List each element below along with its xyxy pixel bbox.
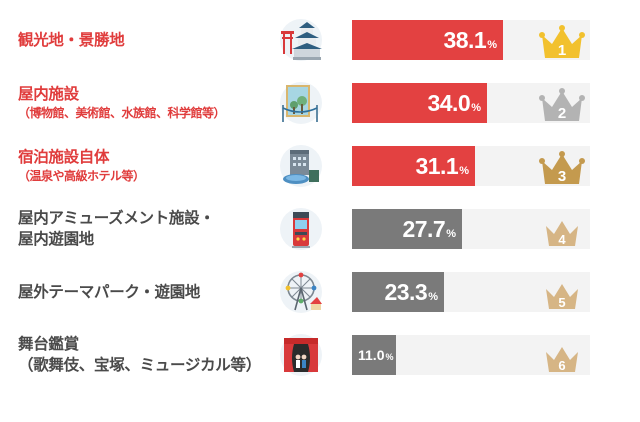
rank-crown: 1 [536, 22, 588, 60]
category-label: 屋内施設 （博物館、美術館、水族館、科学館等） [18, 71, 280, 135]
bar-track: 34.0% [352, 83, 590, 123]
bar [352, 335, 396, 375]
crown-icon: 5 [546, 284, 578, 310]
chart-row: 屋内アミューズメント施設・ 屋内遊園地 27.7% 4 [0, 197, 640, 261]
crown-icon: 3 [539, 151, 585, 185]
museum-painting-icon [279, 81, 323, 125]
svg-text:5: 5 [558, 295, 565, 310]
category-label: 屋外テーマパーク・遊園地 [18, 260, 280, 324]
svg-text:1: 1 [558, 42, 566, 59]
chart-row: 屋内施設 （博物館、美術館、水族館、科学館等） 34.0% 2 [0, 71, 640, 135]
category-label: 観光地・景勝地 [18, 8, 280, 72]
svg-text:4: 4 [558, 232, 566, 247]
chart-row: 舞台鑑賞 （歌舞伎、宝塚、ミュージカル等） 11.0% 6 [0, 323, 640, 387]
category-label-main: 舞台鑑賞 [18, 335, 79, 353]
crown-icon: 2 [539, 88, 585, 122]
category-label-sub: （博物館、美術館、水族館、科学館等） [18, 106, 226, 120]
rank-crown: 2 [536, 85, 588, 123]
category-label-main: 屋外テーマパーク・遊園地 [18, 282, 201, 301]
svg-text:2: 2 [558, 105, 566, 122]
category-label-sub: 屋内遊園地 [18, 230, 95, 248]
value-label: 27.7% [402, 216, 456, 242]
value-label: 34.0% [427, 90, 481, 116]
bar-track: 27.7% [352, 209, 590, 249]
theater-stage-icon [279, 333, 323, 377]
bar [352, 83, 487, 123]
hotel-onsen-icon [279, 144, 323, 188]
category-label-main: 宿泊施設自体 [18, 148, 110, 166]
arcade-machine-icon [279, 207, 323, 251]
ferris-wheel-icon [279, 270, 323, 314]
category-label-main: 屋内アミューズメント施設・ [18, 209, 215, 227]
chart-row: 宿泊施設自体 （温泉や高級ホテル等） 31.1% 3 [0, 134, 640, 198]
svg-text:3: 3 [558, 168, 566, 185]
chart-row: 屋外テーマパーク・遊園地 23.3% 5 [0, 260, 640, 324]
bar [352, 146, 475, 186]
value-label: 38.1% [443, 27, 497, 53]
category-label: 舞台鑑賞 （歌舞伎、宝塚、ミュージカル等） [18, 323, 280, 387]
crown-icon: 6 [546, 347, 578, 373]
bar [352, 272, 444, 312]
rank-crown: 5 [536, 274, 588, 312]
category-label-sub: （温泉や高級ホテル等） [18, 169, 145, 183]
category-label: 宿泊施設自体 （温泉や高級ホテル等） [18, 134, 280, 198]
value-label: 23.3% [384, 279, 438, 305]
rank-crown: 3 [536, 148, 588, 186]
castle-icon [279, 18, 323, 62]
category-label-sub: （歌舞伎、宝塚、ミュージカル等） [18, 356, 261, 374]
value-label: 31.1% [415, 153, 469, 179]
category-label-main: 屋内施設 [18, 85, 79, 103]
rank-crown: 6 [536, 337, 588, 375]
bar [352, 209, 462, 249]
crown-icon: 1 [539, 25, 585, 59]
bar-track: 11.0% [352, 335, 590, 375]
bar [352, 20, 503, 60]
category-label: 屋内アミューズメント施設・ 屋内遊園地 [18, 197, 280, 261]
rank-crown: 4 [536, 211, 588, 249]
chart-row: 観光地・景勝地 38.1% 1 [0, 8, 640, 72]
svg-text:6: 6 [558, 358, 565, 373]
category-label-main: 観光地・景勝地 [18, 30, 125, 49]
crown-icon: 4 [546, 221, 578, 247]
value-label: 11.0% [358, 347, 394, 363]
